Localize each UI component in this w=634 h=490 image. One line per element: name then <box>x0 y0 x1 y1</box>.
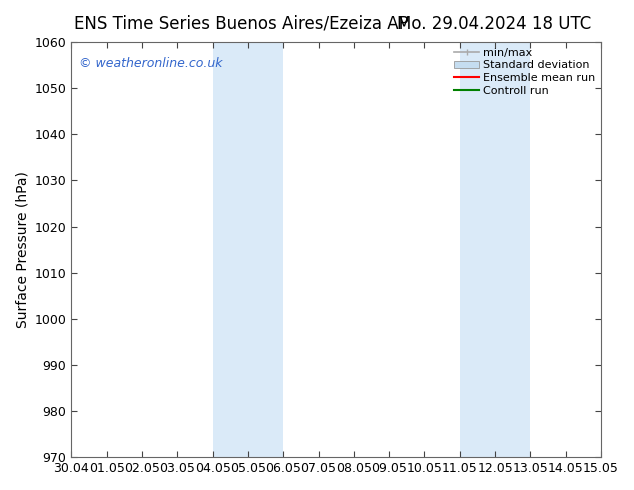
Text: Mo. 29.04.2024 18 UTC: Mo. 29.04.2024 18 UTC <box>398 15 592 33</box>
Legend: min/max, Standard deviation, Ensemble mean run, Controll run: min/max, Standard deviation, Ensemble me… <box>451 44 599 99</box>
Text: ENS Time Series Buenos Aires/Ezeiza AP: ENS Time Series Buenos Aires/Ezeiza AP <box>74 15 408 33</box>
Bar <box>212 42 283 457</box>
Text: © weatheronline.co.uk: © weatheronline.co.uk <box>79 56 223 70</box>
Bar <box>460 42 531 457</box>
Y-axis label: Surface Pressure (hPa): Surface Pressure (hPa) <box>15 171 29 328</box>
